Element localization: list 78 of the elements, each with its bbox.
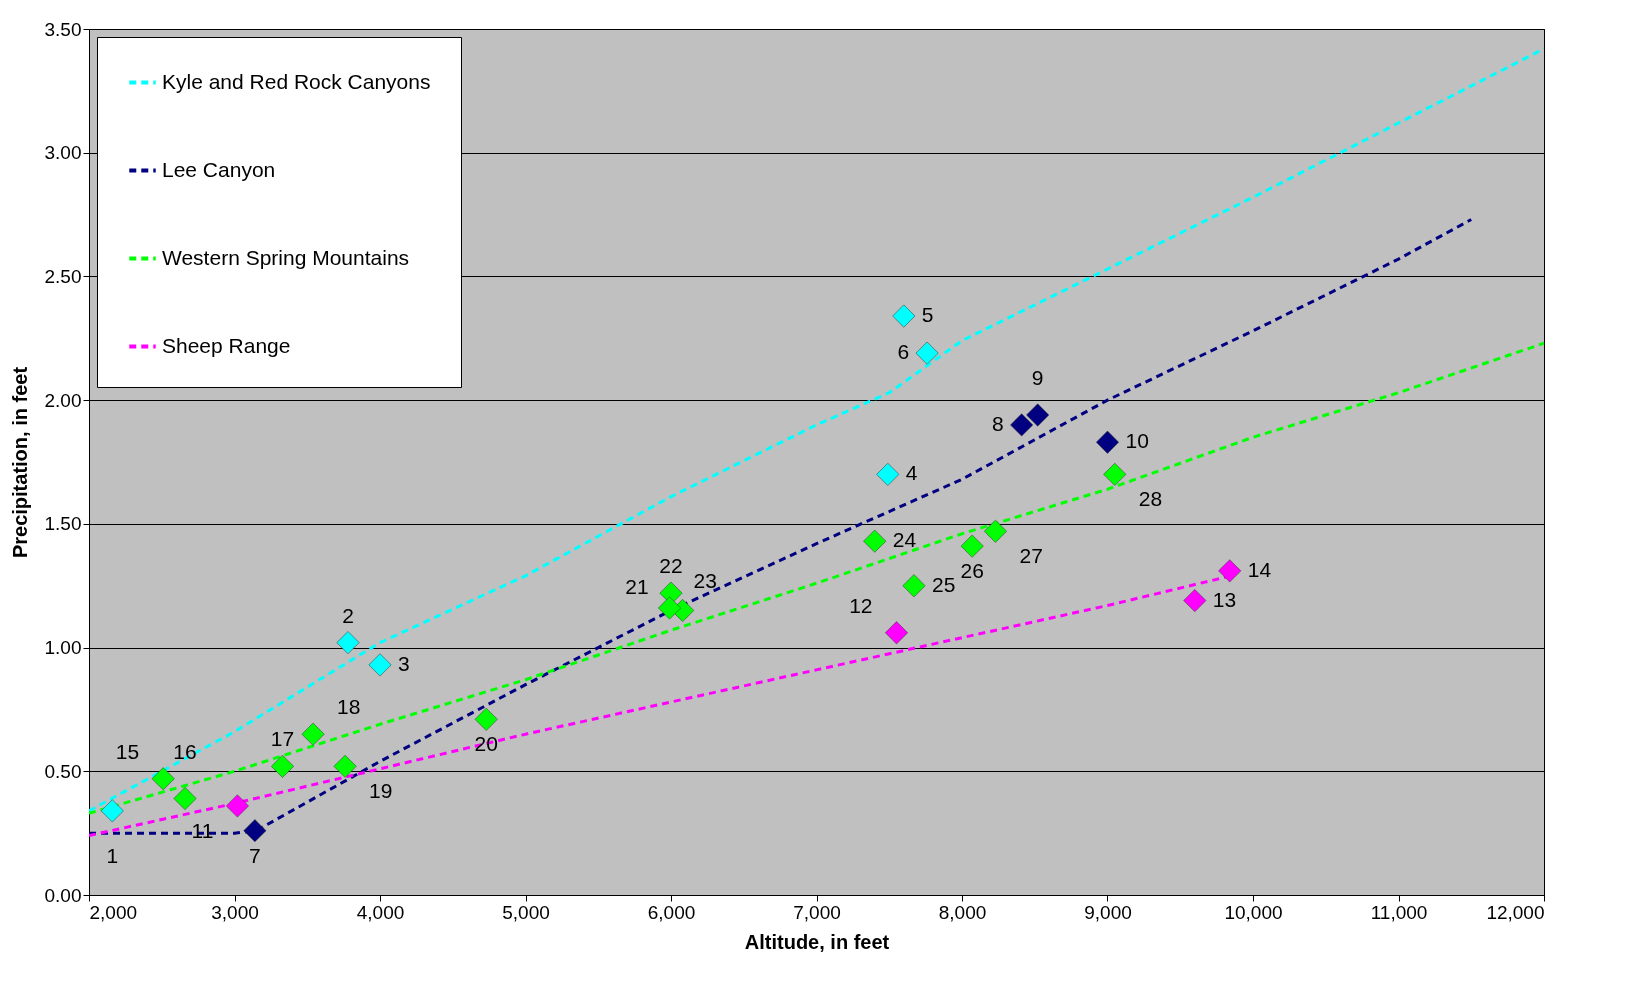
x-tick-label: 3,000 bbox=[211, 901, 259, 923]
annotation: 21 bbox=[625, 575, 649, 599]
x-tick-label: 4,000 bbox=[356, 901, 405, 923]
y-tick-label: 1.00 bbox=[44, 637, 82, 659]
point bbox=[1096, 430, 1119, 454]
x-tick-label: 9,000 bbox=[1084, 901, 1132, 923]
point bbox=[271, 754, 294, 778]
annotation: 24 bbox=[892, 528, 917, 552]
point bbox=[100, 799, 124, 823]
annotation: 19 bbox=[369, 779, 393, 803]
point bbox=[336, 631, 360, 655]
annotation: 26 bbox=[960, 559, 984, 583]
point bbox=[225, 794, 249, 818]
point bbox=[333, 754, 357, 778]
annotation: 2 bbox=[342, 603, 354, 627]
point bbox=[1218, 559, 1242, 583]
point bbox=[876, 462, 900, 486]
x-axis-title: Altitude, in feet bbox=[744, 930, 890, 953]
point bbox=[151, 767, 175, 791]
point bbox=[885, 621, 908, 645]
annotation: 14 bbox=[1247, 557, 1272, 581]
annotation: 28 bbox=[1138, 487, 1163, 511]
annotation: 10 bbox=[1125, 429, 1149, 453]
legend-label: Sheep Range bbox=[162, 333, 291, 357]
y-tick-label: 0.00 bbox=[44, 884, 82, 906]
annotation: 5 bbox=[921, 303, 934, 327]
point bbox=[1026, 403, 1050, 427]
point bbox=[301, 722, 325, 746]
point bbox=[984, 519, 1007, 543]
y-tick-label: 2.00 bbox=[44, 389, 82, 411]
point bbox=[902, 574, 926, 598]
annotation: 8 bbox=[991, 411, 1004, 435]
point bbox=[368, 653, 392, 677]
legend-label: Western Spring Mountains bbox=[162, 245, 410, 269]
point bbox=[243, 819, 267, 843]
annotation: 9 bbox=[1031, 365, 1044, 389]
point bbox=[892, 304, 916, 328]
annotation: 3 bbox=[398, 651, 410, 675]
annotation: 6 bbox=[897, 340, 910, 364]
x-tick-label: 5,000 bbox=[502, 901, 550, 923]
annotation: 17 bbox=[270, 727, 295, 751]
x-tick-label: 6,000 bbox=[647, 901, 696, 923]
annotation: 27 bbox=[1019, 544, 1043, 568]
annotation: 15 bbox=[115, 739, 140, 763]
annotation: 1 bbox=[106, 843, 119, 867]
x-tick-label: 2,000 bbox=[89, 901, 138, 923]
point bbox=[658, 596, 681, 620]
point bbox=[960, 534, 984, 558]
point bbox=[474, 707, 498, 731]
annotation: 22 bbox=[659, 554, 683, 578]
x-tick-label: 10,000 bbox=[1224, 901, 1283, 923]
y-tick-label: 3.50 bbox=[44, 18, 82, 40]
y-tick-label: 3.00 bbox=[44, 142, 82, 164]
point bbox=[1010, 413, 1034, 437]
y-tick-label: 0.50 bbox=[44, 760, 82, 782]
point bbox=[173, 787, 197, 810]
x-tick-label: 11,000 bbox=[1370, 901, 1428, 923]
legend-label: Lee Canyon bbox=[162, 157, 276, 181]
annotation: 13 bbox=[1212, 587, 1237, 611]
annotation: 23 bbox=[693, 568, 717, 592]
annotation: 12 bbox=[849, 593, 873, 617]
legend-label: Kyle and Red Rock Canyons bbox=[162, 69, 431, 93]
annotation: 11 bbox=[191, 818, 214, 842]
point bbox=[1183, 589, 1207, 612]
y-tick-label: 1.50 bbox=[44, 513, 82, 535]
y-tick-label: 2.50 bbox=[44, 265, 82, 287]
point bbox=[1103, 462, 1127, 486]
annotation: 7 bbox=[249, 843, 261, 867]
x-tick-label: 7,000 bbox=[793, 901, 841, 923]
x-tick-label: 12,000 bbox=[1486, 901, 1545, 923]
x-tick-label: 8,000 bbox=[938, 901, 987, 923]
point bbox=[915, 341, 939, 365]
annotation: 25 bbox=[931, 572, 956, 596]
annotation: 16 bbox=[173, 739, 197, 763]
point bbox=[863, 529, 887, 553]
y-axis-title: Precipitation, in feet bbox=[8, 366, 31, 559]
annotation: 18 bbox=[337, 695, 361, 719]
annotation: 4 bbox=[905, 461, 918, 485]
